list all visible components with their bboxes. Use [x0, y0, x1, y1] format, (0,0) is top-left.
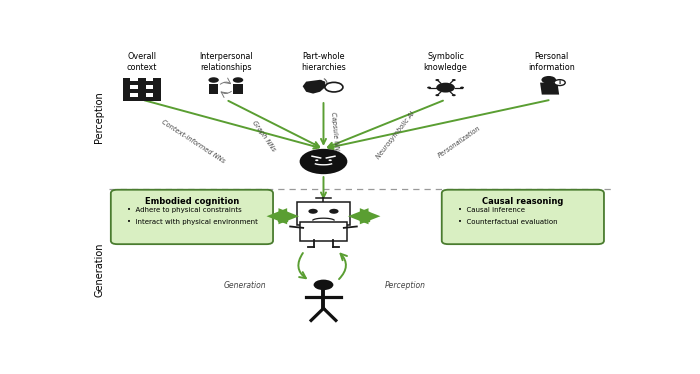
Polygon shape	[267, 208, 287, 224]
Circle shape	[309, 209, 318, 214]
Circle shape	[328, 159, 332, 161]
Text: Perception: Perception	[384, 281, 426, 290]
Circle shape	[427, 86, 431, 89]
Bar	[130, 93, 138, 97]
Text: Capsule NNs: Capsule NNs	[330, 111, 340, 154]
Text: Personalization: Personalization	[437, 125, 482, 159]
Bar	[130, 77, 138, 81]
Text: Interpersonal
relationships: Interpersonal relationships	[199, 52, 253, 72]
Polygon shape	[348, 208, 368, 224]
Text: Part-whole
hierarchies: Part-whole hierarchies	[301, 52, 346, 72]
Text: Symbolic
knowledge: Symbolic knowledge	[424, 52, 468, 72]
Text: •  Counterfactual evaluation: • Counterfactual evaluation	[458, 218, 558, 224]
Circle shape	[554, 80, 565, 86]
Circle shape	[314, 280, 333, 290]
Polygon shape	[540, 83, 559, 95]
Text: •  Causal inference: • Causal inference	[458, 207, 525, 213]
FancyBboxPatch shape	[298, 202, 349, 225]
Circle shape	[460, 86, 464, 89]
Circle shape	[315, 159, 318, 161]
Text: Overall
context: Overall context	[127, 52, 157, 72]
Text: Personal
information: Personal information	[528, 52, 575, 72]
Circle shape	[300, 149, 347, 174]
Bar	[146, 85, 153, 89]
Text: Generation: Generation	[223, 281, 266, 290]
Bar	[234, 84, 243, 94]
Text: Embodied cognition: Embodied cognition	[145, 197, 239, 206]
Polygon shape	[360, 208, 381, 224]
FancyBboxPatch shape	[300, 222, 346, 241]
Text: Causal reasoning: Causal reasoning	[482, 197, 564, 206]
Bar	[130, 85, 138, 89]
Bar	[209, 84, 218, 94]
Circle shape	[209, 77, 219, 83]
Bar	[122, 79, 161, 101]
Circle shape	[233, 77, 244, 83]
Text: •  Interact with physical environment: • Interact with physical environment	[127, 218, 258, 224]
Text: Neurosymbolic AI: Neurosymbolic AI	[374, 111, 415, 160]
FancyBboxPatch shape	[111, 190, 273, 244]
Text: Graph NNs: Graph NNs	[251, 119, 276, 152]
Circle shape	[436, 83, 455, 92]
Circle shape	[452, 79, 456, 81]
Text: Generation: Generation	[94, 242, 104, 297]
Bar	[146, 93, 153, 97]
Text: Context-informed NNs: Context-informed NNs	[160, 119, 226, 164]
Polygon shape	[279, 208, 299, 224]
Text: •  Adhere to physical constraints: • Adhere to physical constraints	[127, 207, 242, 213]
Circle shape	[435, 79, 440, 81]
Circle shape	[329, 209, 339, 214]
Circle shape	[452, 94, 456, 96]
Bar	[146, 77, 153, 81]
Text: Perception: Perception	[94, 91, 104, 143]
Text: i: i	[559, 80, 561, 85]
Circle shape	[435, 94, 440, 96]
FancyBboxPatch shape	[442, 190, 604, 244]
Circle shape	[541, 76, 556, 84]
Polygon shape	[302, 80, 326, 94]
